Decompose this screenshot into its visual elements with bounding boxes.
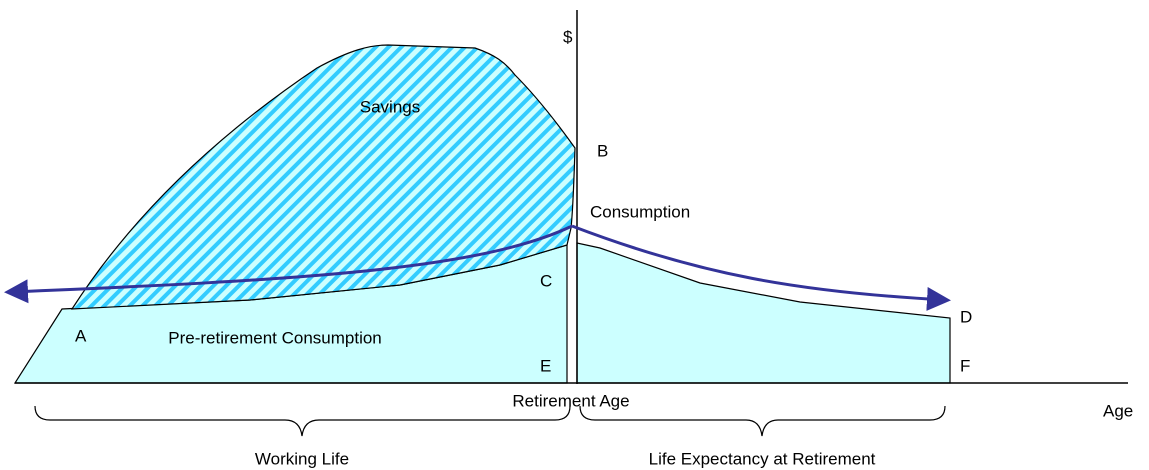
consumption-label: Consumption	[590, 202, 690, 221]
retirement-age-label: Retirement Age	[512, 391, 629, 410]
point-label: E	[540, 356, 551, 375]
savings-area	[70, 44, 576, 310]
savings-label: Savings	[360, 97, 420, 116]
point-label: C	[540, 271, 552, 290]
point-label: D	[960, 307, 972, 326]
post-retirement-area	[576, 242, 951, 384]
working-life-label: Working Life	[255, 449, 349, 468]
brace-retired	[579, 405, 946, 437]
point-label: A	[75, 326, 87, 345]
brace-working	[34, 405, 571, 437]
y-axis-label: $	[563, 27, 573, 46]
consumption-curve-left	[4, 224, 573, 304]
point-label: F	[960, 356, 970, 375]
life-expectancy-label: Life Expectancy at Retirement	[649, 449, 876, 468]
consumption-curve-right	[571, 224, 951, 311]
point-label: B	[597, 141, 608, 160]
pre-retirement-label: Pre-retirement Consumption	[168, 328, 382, 347]
x-axis-label: Age	[1103, 401, 1133, 420]
